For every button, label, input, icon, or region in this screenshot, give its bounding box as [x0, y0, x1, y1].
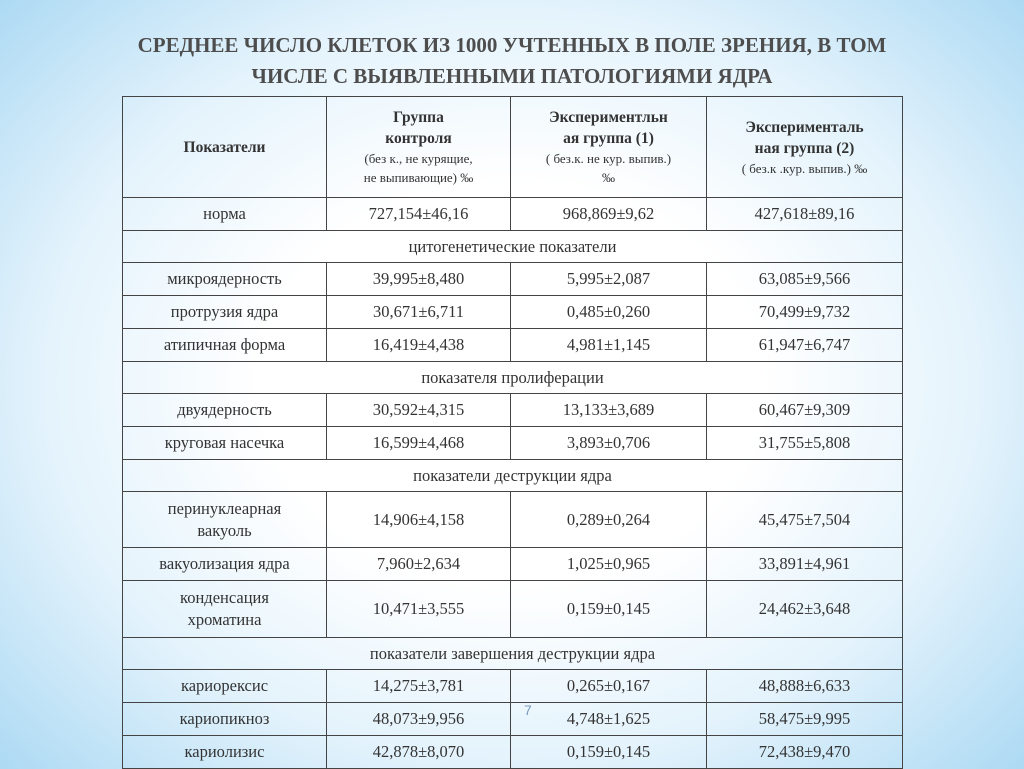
section-cell: цитогенетические показатели: [122, 230, 903, 263]
value-cell: 31,755±5,808: [706, 426, 903, 460]
value-cell: 14,906±4,158: [326, 491, 511, 548]
value-cell: 48,888±6,633: [706, 669, 903, 703]
value-cell: 16,419±4,438: [326, 328, 511, 362]
section-cell: показатели завершения деструкции ядра: [122, 637, 903, 670]
data-row: норма 727,154±46,16 968,869±9,62 427,618±89…: [122, 197, 903, 231]
header-cell: Экспериментльн ая группа (1) ( без.к. не …: [510, 96, 707, 198]
data-row: кариорексис 14,275±3,781 0,265±0,167 48,888…: [122, 669, 903, 703]
row-label: кариорексис: [122, 669, 327, 703]
value-cell: 33,891±4,961: [706, 547, 903, 581]
value-cell: 30,671±6,711: [326, 295, 511, 329]
header-cell: Эксперименталь ная группа (2) ( без.к .ку…: [706, 96, 903, 198]
data-row: двуядерность 30,592±4,315 13,133±3,689 60,4…: [122, 393, 903, 427]
value-cell: 0,159±0,145: [510, 735, 707, 769]
header-title: Эксперименталь ная группа (2): [745, 118, 864, 157]
data-row: атипичная форма 16,419±4,438 4,981±1,145 61…: [122, 328, 903, 362]
value-cell: 45,475±7,504: [706, 491, 903, 548]
section-row: показателя пролиферации: [122, 361, 903, 394]
value-cell: 48,073±9,956: [326, 702, 511, 736]
value-cell: 30,592±4,315: [326, 393, 511, 427]
value-cell: 14,275±3,781: [326, 669, 511, 703]
row-label: протрузия ядра: [122, 295, 327, 329]
value-cell: 39,995±8,480: [326, 262, 511, 296]
table-body: Показатели Группа контроля (без к., не кур…: [122, 96, 903, 769]
value-cell: 0,265±0,167: [510, 669, 707, 703]
header-title: Показатели: [183, 138, 266, 156]
slide-title: СРЕДНЕЕ ЧИСЛО КЛЕТОК ИЗ 1000 УЧТЕННЫХ В …: [0, 30, 1024, 92]
header-cell: Группа контроля (без к., не курящие, не в…: [326, 96, 511, 198]
data-row: вакуолизация ядра 7,960±2,634 1,025±0,965 3…: [122, 547, 903, 581]
value-cell: 968,869±9,62: [510, 197, 707, 231]
row-label: кариопикноз: [122, 702, 327, 736]
value-cell: 13,133±3,689: [510, 393, 707, 427]
data-row: кариопикноз 48,073±9,956 4,748±1,625 58,475…: [122, 702, 903, 736]
value-cell: 0,485±0,260: [510, 295, 707, 329]
header-title: Экспериментльн ая группа (1): [549, 109, 668, 147]
header-note: ( без.к. не кур. выпив.) ‰: [545, 151, 672, 185]
row-label: двуядерность: [122, 393, 327, 427]
row-label: вакуолизация ядра: [122, 547, 327, 581]
data-table: Показатели Группа контроля (без к., не кур…: [122, 96, 903, 769]
section-row: показатели деструкции ядра: [122, 459, 903, 492]
row-label: круговая насечка: [122, 426, 327, 460]
value-cell: 10,471±3,555: [326, 580, 511, 638]
value-cell: 72,438±9,470: [706, 735, 903, 769]
title-line: СРЕДНЕЕ ЧИСЛО КЛЕТОК ИЗ 1000 УЧТЕННЫХ В …: [137, 33, 887, 57]
value-cell: 60,467±9,309: [706, 393, 903, 427]
value-cell: 16,599±4,468: [326, 426, 511, 460]
title-line: ЧИСЛЕ С ВЫЯВЛЕННЫМИ ПАТОЛОГИЯМИ ЯДРА: [251, 64, 773, 88]
value-cell: 5,995±2,087: [510, 262, 707, 296]
value-cell: 63,085±9,566: [706, 262, 903, 296]
row-label: перинуклеарная вакуоль: [122, 491, 327, 548]
page-number: 7: [524, 702, 532, 718]
data-row: конденсация хроматина 10,471±3,555 0,159±0…: [122, 580, 903, 638]
data-row: протрузия ядра 30,671±6,711 0,485±0,260 70,…: [122, 295, 903, 329]
section-cell: показатели деструкции ядра: [122, 459, 903, 492]
data-row: кариолизис 42,878±8,070 0,159±0,145 72,438±…: [122, 735, 903, 769]
value-cell: 4,981±1,145: [510, 328, 707, 362]
value-cell: 70,499±9,732: [706, 295, 903, 329]
data-row: круговая насечка 16,599±4,468 3,893±0,706 3…: [122, 426, 903, 460]
row-label: кариолизис: [122, 735, 327, 769]
value-cell: 3,893±0,706: [510, 426, 707, 460]
data-row: микроядерность 39,995±8,480 5,995±2,087 63,…: [122, 262, 903, 296]
header-note: (без к., не курящие, не выпивающие) ‰: [363, 151, 474, 185]
header-row: Показатели Группа контроля (без к., не кур…: [122, 96, 903, 198]
header-note: ( без.к .кур. выпив.) ‰: [741, 160, 868, 176]
header-cell: Показатели: [122, 96, 327, 198]
value-cell: 61,947±6,747: [706, 328, 903, 362]
value-cell: 0,159±0,145: [510, 580, 707, 638]
row-label: норма: [122, 197, 327, 231]
section-row: показатели завершения деструкции ядра: [122, 637, 903, 670]
data-row: перинуклеарная вакуоль 14,906±4,158 0,289±…: [122, 491, 903, 548]
section-cell: показателя пролиферации: [122, 361, 903, 394]
value-cell: 427,618±89,16: [706, 197, 903, 231]
value-cell: 1,025±0,965: [510, 547, 707, 581]
header-title: Группа контроля: [385, 109, 452, 147]
value-cell: 58,475±9,995: [706, 702, 903, 736]
value-cell: 4,748±1,625: [510, 702, 707, 736]
section-row: цитогенетические показатели: [122, 230, 903, 263]
row-label: микроядерность: [122, 262, 327, 296]
value-cell: 0,289±0,264: [510, 491, 707, 548]
value-cell: 727,154±46,16: [326, 197, 511, 231]
value-cell: 42,878±8,070: [326, 735, 511, 769]
value-cell: 24,462±3,648: [706, 580, 903, 638]
row-label: конденсация хроматина: [122, 580, 327, 638]
value-cell: 7,960±2,634: [326, 547, 511, 581]
row-label: атипичная форма: [122, 328, 327, 362]
